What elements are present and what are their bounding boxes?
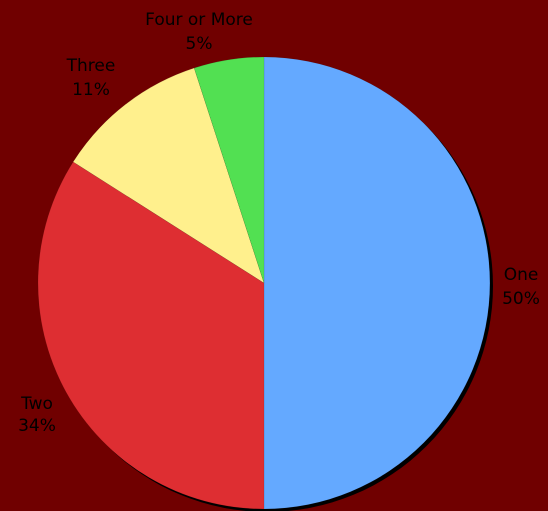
slice-percent-two: 34% <box>18 416 56 436</box>
pie-slice-one <box>263 56 491 510</box>
pie-slices <box>37 56 491 510</box>
slice-percent-one: 50% <box>502 289 540 309</box>
pie-slice-three <box>72 67 265 284</box>
slice-percent-four-or-more: 5% <box>186 34 213 54</box>
pie-slice-two <box>37 161 265 510</box>
slice-label-four-or-more: Four or More <box>145 10 253 30</box>
pie-slice-four-or-more <box>193 56 265 284</box>
slice-label-two: Two <box>20 394 53 414</box>
slice-percent-three: 11% <box>72 80 110 100</box>
slice-label-three: Three <box>66 56 116 76</box>
slice-label-one: One <box>504 265 539 285</box>
